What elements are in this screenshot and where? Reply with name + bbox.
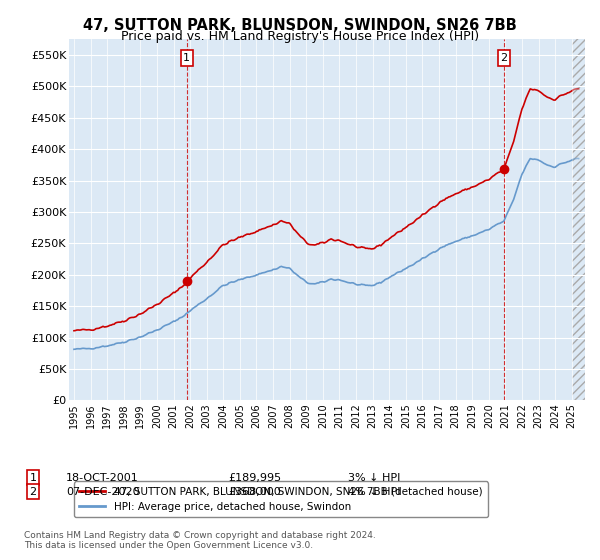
Text: 18-OCT-2001: 18-OCT-2001 — [66, 473, 139, 483]
Text: 2: 2 — [29, 487, 37, 497]
Text: 07-DEC-2020: 07-DEC-2020 — [66, 487, 140, 497]
Text: 4% ↓ HPI: 4% ↓ HPI — [348, 487, 401, 497]
Bar — [572, 39, 589, 400]
Text: 1: 1 — [29, 473, 37, 483]
Text: Price paid vs. HM Land Registry's House Price Index (HPI): Price paid vs. HM Land Registry's House … — [121, 30, 479, 43]
Text: 1: 1 — [184, 53, 190, 63]
Text: 47, SUTTON PARK, BLUNSDON, SWINDON, SN26 7BB: 47, SUTTON PARK, BLUNSDON, SWINDON, SN26… — [83, 18, 517, 33]
Legend: 47, SUTTON PARK, BLUNSDON, SWINDON, SN26 7BB (detached house), HPI: Average pric: 47, SUTTON PARK, BLUNSDON, SWINDON, SN26… — [74, 482, 488, 517]
Text: £368,000: £368,000 — [228, 487, 281, 497]
Bar — [572, 39, 589, 400]
Text: 3% ↓ HPI: 3% ↓ HPI — [348, 473, 400, 483]
Text: 2: 2 — [500, 53, 508, 63]
Text: Contains HM Land Registry data © Crown copyright and database right 2024.
This d: Contains HM Land Registry data © Crown c… — [24, 531, 376, 550]
Text: £189,995: £189,995 — [228, 473, 281, 483]
